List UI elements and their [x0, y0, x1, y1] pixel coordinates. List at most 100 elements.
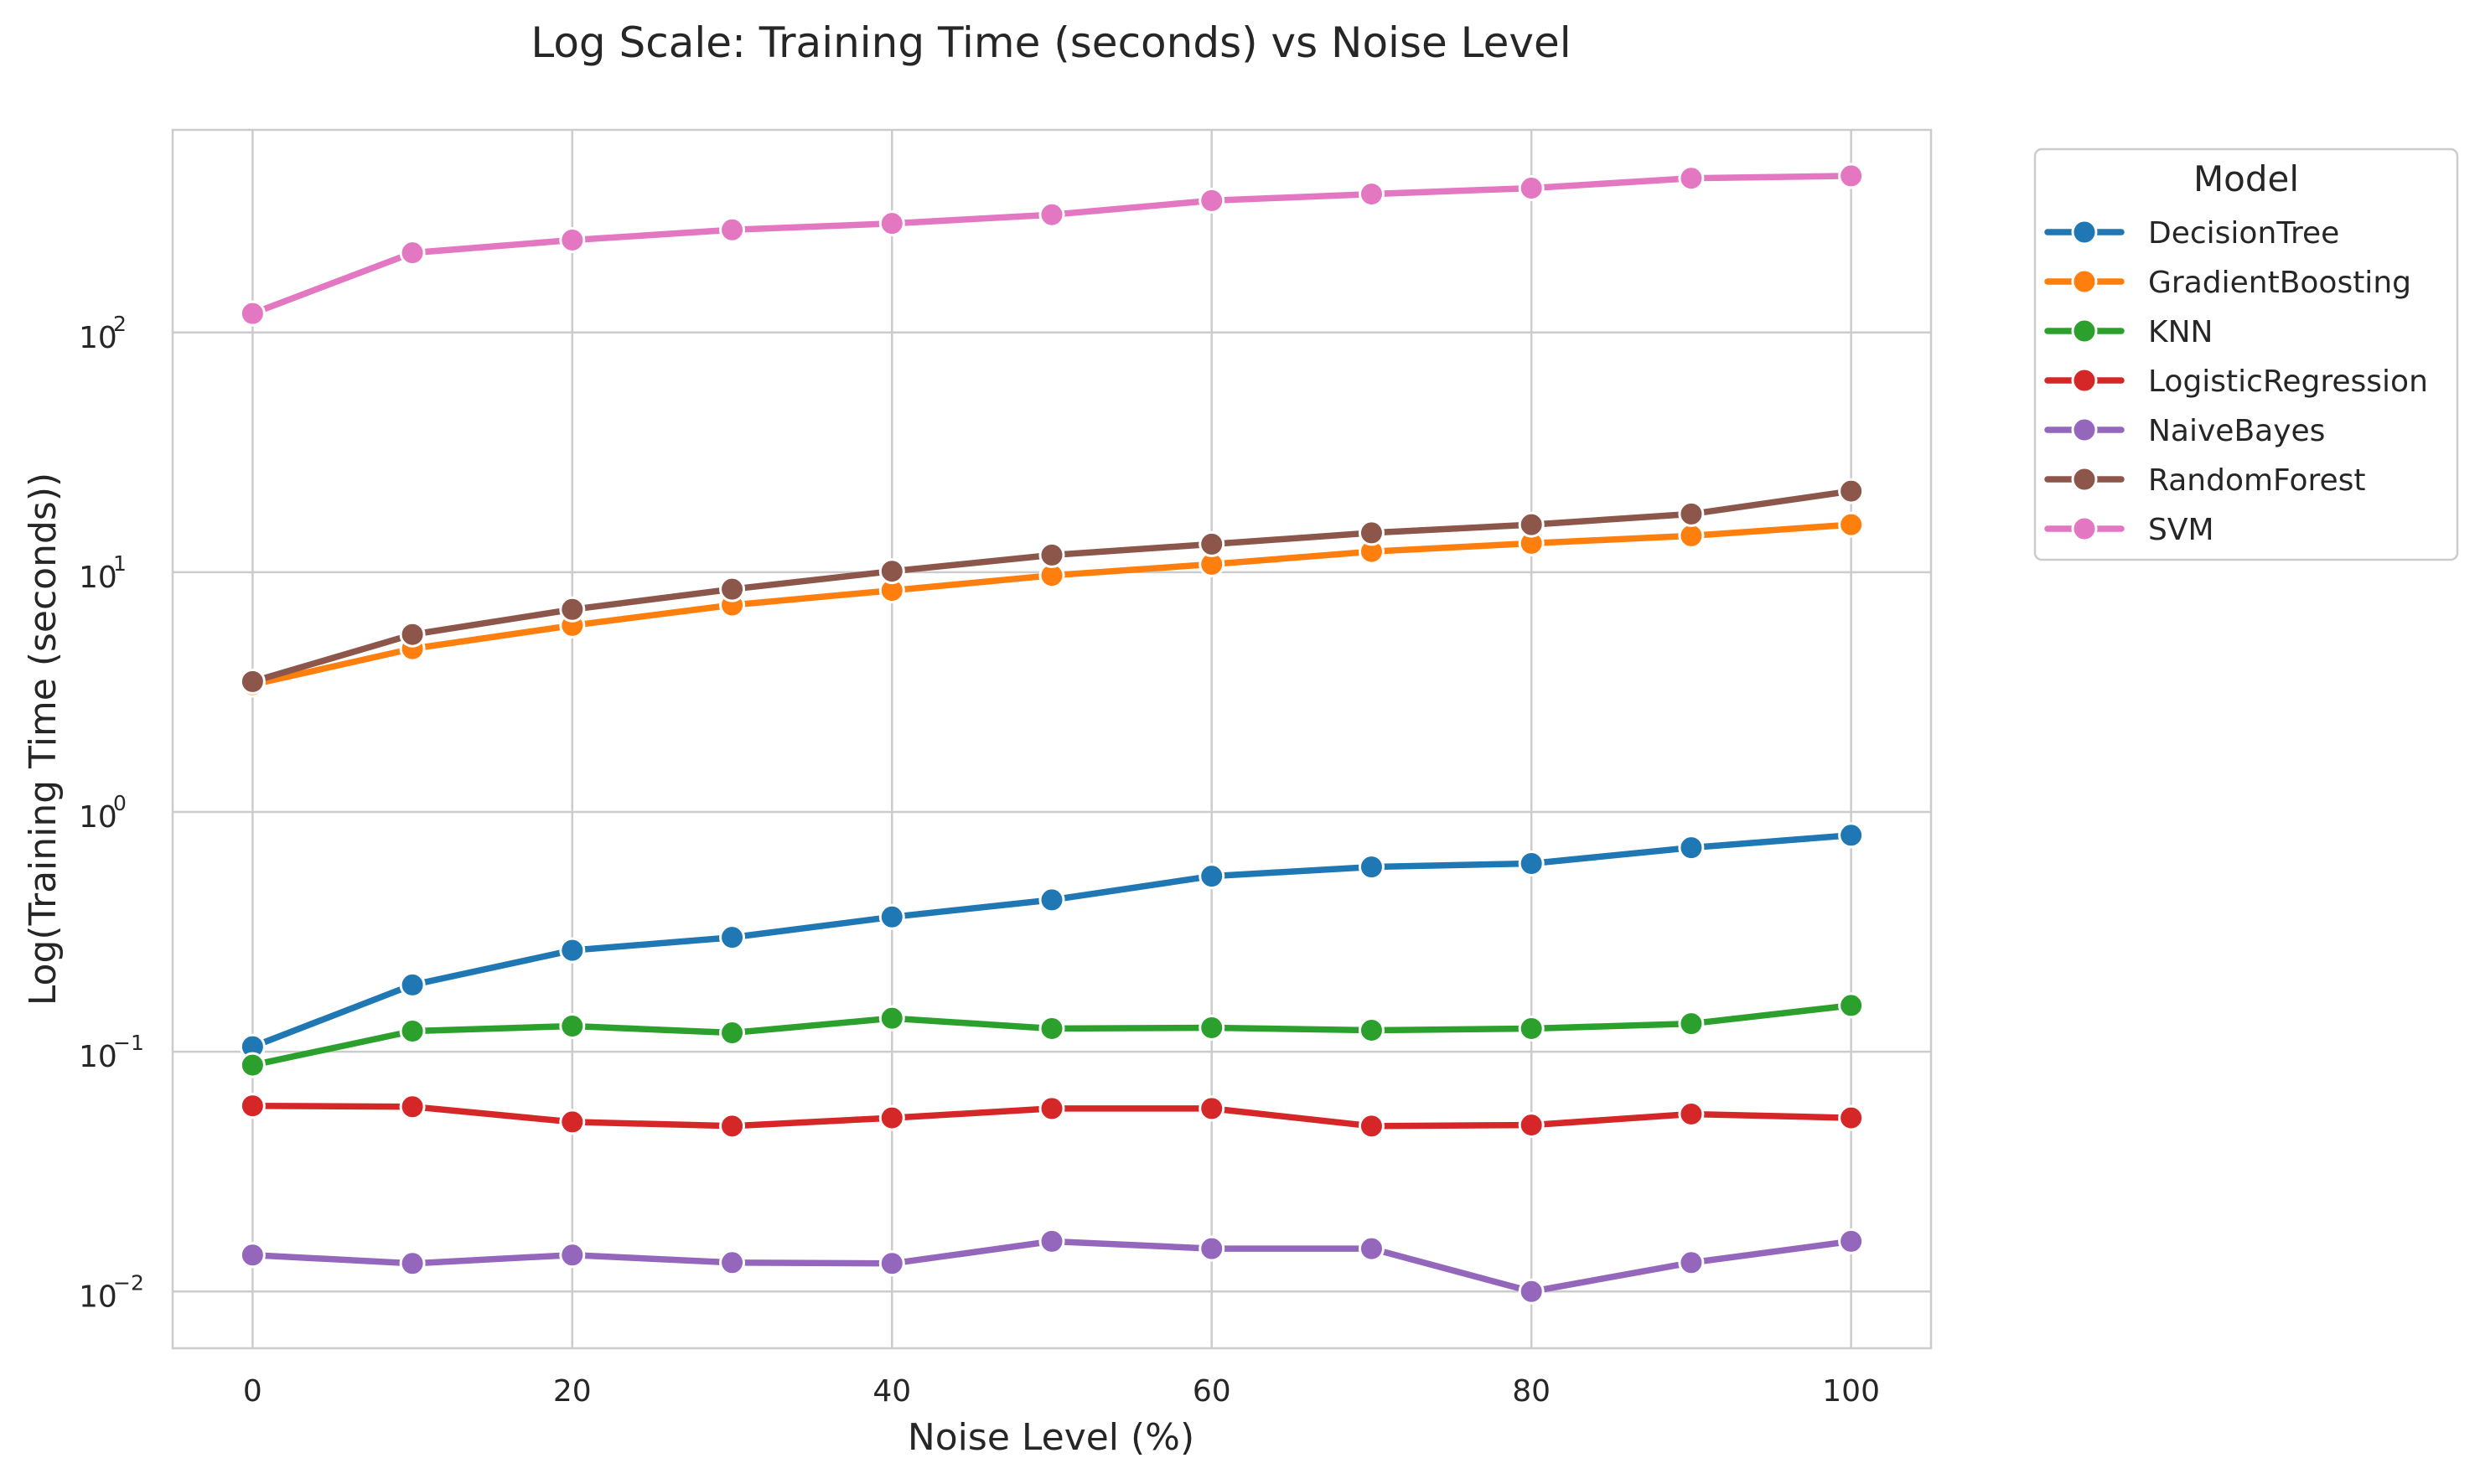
data-point [559, 1013, 586, 1040]
series-naivebayes [239, 1228, 1865, 1305]
legend-frame [2033, 147, 2459, 561]
series-logisticregression [239, 1093, 1865, 1140]
legend-label: LogisticRegression [2148, 365, 2428, 399]
x-tick-label: 20 [553, 1374, 592, 1409]
series-line [249, 173, 1855, 317]
y-tick-exponent: 1 [113, 551, 127, 576]
x-tick-label: 0 [243, 1374, 262, 1409]
x-axis-ticks: 0 20 40 60 80 100 [243, 1374, 1880, 1409]
data-point [239, 1242, 266, 1269]
legend-marker-swatch [2071, 367, 2098, 394]
y-tick-exponent: 2 [113, 312, 127, 336]
data-point [878, 1005, 905, 1032]
legend-items: DecisionTree GradientBoosting KNN LogisticR… [2044, 216, 2428, 547]
data-point [1038, 1228, 1065, 1254]
x-tick-label: 100 [1822, 1374, 1880, 1409]
legend: Model DecisionTree GradientBoosting KNN Log… [2033, 147, 2459, 561]
y-tick-exponent: −2 [113, 1270, 144, 1295]
data-point [239, 1052, 266, 1078]
series-decisiontree [239, 822, 1865, 1060]
data-point [1678, 1249, 1705, 1276]
data-point [1678, 522, 1705, 549]
y-tick-label: 10−2 [79, 1270, 144, 1314]
legend-item-svm: SVM [2044, 513, 2214, 547]
y-tick-label: 100 [79, 791, 127, 835]
legend-item-logisticregression: LogisticRegression [2044, 365, 2428, 399]
y-tick-exponent: −1 [113, 1031, 144, 1055]
data-point [1678, 500, 1705, 527]
data-point [1678, 1100, 1705, 1127]
y-tick-base: 10 [79, 561, 117, 595]
data-point [1038, 201, 1065, 228]
legend-item-randomforest: RandomForest [2044, 463, 2366, 498]
y-tick-label: 102 [79, 312, 127, 355]
data-point [1199, 187, 1225, 214]
data-point [1358, 1016, 1385, 1043]
data-point [1038, 1095, 1065, 1122]
data-point [399, 971, 426, 998]
legend-item-knn: KNN [2044, 315, 2213, 349]
data-point [1518, 1015, 1545, 1042]
data-point [559, 1109, 586, 1135]
chart-title: Log Scale: Training Time (seconds) vs No… [531, 18, 1571, 67]
data-point [719, 1113, 746, 1140]
legend-label: RandomForest [2148, 463, 2366, 498]
y-tick-exponent: 0 [113, 791, 127, 815]
legend-item-naivebayes: NaiveBayes [2044, 414, 2325, 448]
data-point [719, 576, 746, 602]
y-tick-base: 10 [79, 1280, 117, 1314]
data-point [239, 1093, 266, 1119]
data-point [1358, 520, 1385, 546]
data-point [1358, 1235, 1385, 1262]
y-tick-label: 10−1 [79, 1031, 144, 1074]
legend-label: SVM [2148, 513, 2214, 547]
legend-item-gradientboosting: GradientBoosting [2044, 266, 2411, 300]
data-point [1678, 165, 1705, 192]
data-point [1358, 1113, 1385, 1140]
series-randomforest [239, 478, 1865, 695]
data-point [878, 1250, 905, 1277]
data-point [1518, 1278, 1545, 1305]
data-point [1358, 181, 1385, 208]
grid-lines [173, 130, 1931, 1348]
data-point [1838, 1104, 1865, 1131]
data-point [878, 210, 905, 237]
data-point [1199, 863, 1225, 890]
series-svm [239, 163, 1865, 327]
x-tick-label: 40 [872, 1374, 911, 1409]
data-point [559, 1242, 586, 1269]
data-point [1199, 1235, 1225, 1262]
data-point [1518, 175, 1545, 202]
legend-marker-swatch [2071, 416, 2098, 443]
data-point [1838, 511, 1865, 538]
data-point [1038, 541, 1065, 568]
legend-marker-swatch [2071, 219, 2098, 246]
data-point [878, 903, 905, 930]
data-point [719, 924, 746, 951]
x-tick-label: 60 [1193, 1374, 1231, 1409]
data-point [559, 226, 586, 253]
y-tick-base: 10 [79, 1040, 117, 1074]
legend-item-decisiontree: DecisionTree [2044, 216, 2339, 251]
data-point [399, 621, 426, 648]
y-tick-base: 10 [79, 321, 117, 355]
data-point [399, 240, 426, 266]
data-point [1199, 530, 1225, 557]
legend-marker-swatch [2071, 515, 2098, 542]
data-point [719, 1020, 746, 1047]
data-point [1838, 1228, 1865, 1254]
data-point [1838, 478, 1865, 504]
series-knn [239, 992, 1865, 1078]
data-point [1518, 850, 1545, 876]
data-point [559, 596, 586, 623]
data-point [1038, 1015, 1065, 1042]
data-point [399, 1094, 426, 1120]
data-point [878, 1104, 905, 1131]
data-point [399, 1250, 426, 1277]
series-layer [239, 163, 1865, 1305]
data-point [719, 216, 746, 243]
data-point [1838, 163, 1865, 189]
legend-label: GradientBoosting [2148, 266, 2411, 300]
data-point [399, 1017, 426, 1044]
